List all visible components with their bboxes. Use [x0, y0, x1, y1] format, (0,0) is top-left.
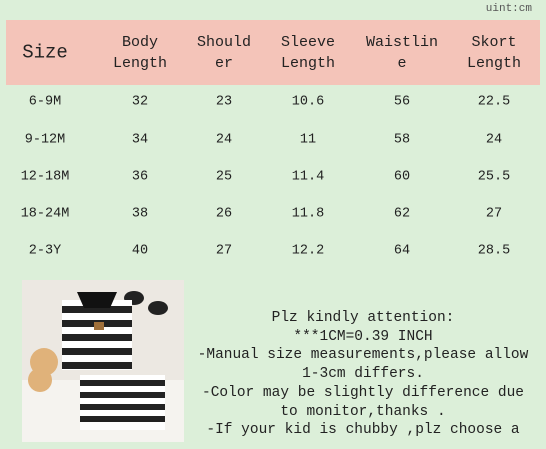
table-cell: 12.2	[291, 243, 325, 259]
table-cell: 40	[131, 243, 149, 259]
header-line: er	[214, 55, 234, 72]
header-line: Length	[112, 55, 168, 72]
header-line: Sleeve	[280, 34, 336, 51]
header-cell: Waistlin e	[366, 32, 438, 74]
table-cell: 10.6	[291, 94, 325, 110]
table-cell: 11.8	[291, 206, 325, 222]
note-line: Plz kindly attention:	[271, 310, 455, 326]
table-cell: 24	[485, 132, 503, 148]
table-cell: 6-9M	[28, 94, 62, 110]
table-cell: 27	[485, 206, 503, 222]
header-band	[6, 20, 540, 85]
table-cell: 25	[215, 169, 233, 185]
note-line: -Manual size measurements,please allow	[197, 347, 529, 364]
table-cell: 9-12M	[24, 132, 66, 148]
header-line: Length	[466, 55, 522, 72]
table-cell: 64	[393, 243, 411, 259]
table-cell: 18-24M	[20, 206, 70, 222]
table-cell: 25.5	[477, 169, 511, 185]
note-line: -Color may be slightly difference due	[202, 384, 524, 401]
table-cell: 28.5	[477, 243, 511, 259]
table-cell: 11	[299, 132, 317, 148]
table-cell: 11.4	[291, 169, 325, 185]
header-line: Waistlin	[365, 34, 439, 51]
table-cell: 56	[393, 94, 411, 110]
header-cell: Should er	[197, 32, 251, 74]
product-photo	[22, 280, 184, 442]
header-cell: Body Length	[113, 32, 167, 74]
header-line: Body	[121, 34, 159, 51]
note-line: to monitor,thanks .	[280, 403, 446, 420]
table-cell: 26	[215, 206, 233, 222]
header-line: e	[397, 55, 407, 72]
header-line: Length	[280, 55, 336, 72]
note-line: -If your kid is chubby ,plz choose a	[206, 422, 520, 439]
header-line: Size	[22, 41, 68, 64]
note-line: 1-3cm differs.	[302, 366, 424, 383]
note-line: ***1CM=0.39 INCH	[293, 328, 433, 345]
header-cell: Size	[22, 41, 68, 64]
table-cell: 38	[131, 206, 149, 222]
header-cell: Sleeve Length	[281, 32, 335, 74]
table-cell: 24	[215, 132, 233, 148]
table-cell: 34	[131, 132, 149, 148]
table-cell: 36	[131, 169, 149, 185]
table-cell: 12-18M	[20, 169, 70, 185]
table-cell: 62	[393, 206, 411, 222]
table-cell: 58	[393, 132, 411, 148]
header-cell: Skort Length	[467, 32, 521, 74]
table-cell: 32	[131, 94, 149, 110]
header-line: Should	[196, 34, 252, 51]
table-cell: 22.5	[477, 94, 511, 110]
table-cell: 27	[215, 243, 233, 259]
header-line: Skort	[471, 34, 517, 51]
table-cell: 23	[215, 94, 233, 110]
table-cell: 2-3Y	[28, 243, 62, 259]
table-cell: 60	[393, 169, 411, 185]
unit-label: uint:cm	[485, 3, 532, 15]
